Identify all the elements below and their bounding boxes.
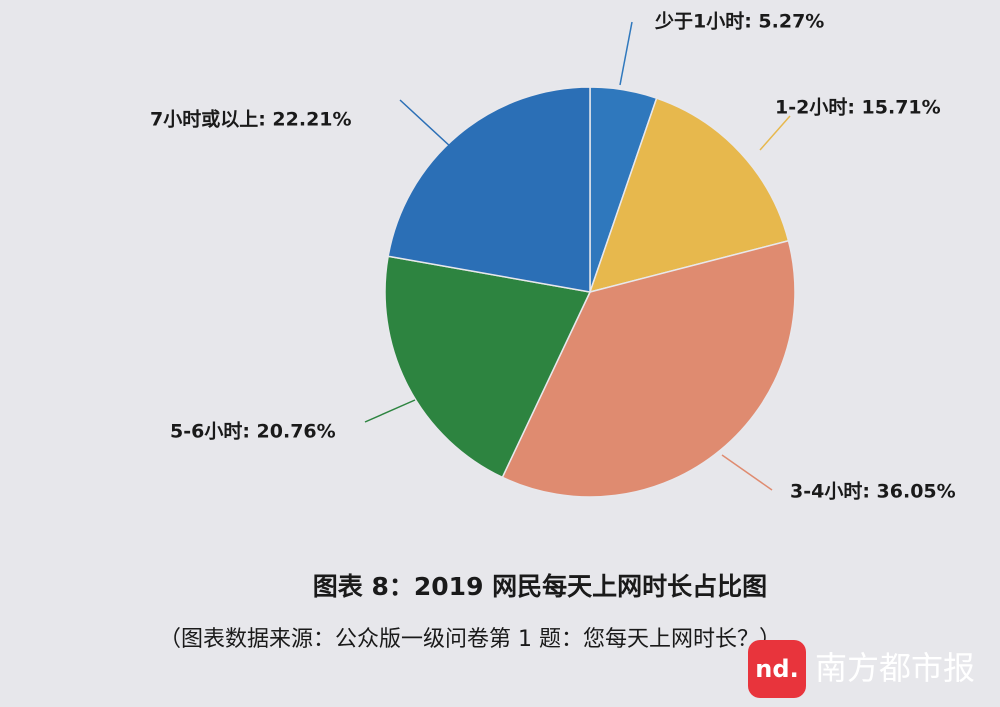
pie-slice: [384, 255, 592, 479]
chart-caption: 图表 8：2019 网民每天上网时长占比图: [313, 572, 767, 601]
chart-source: （图表数据来源：公众版一级问卷第 1 题：您每天上网时长？）: [159, 627, 781, 652]
leader-line: [619, 21, 633, 86]
watermark-logo: nd.: [755, 655, 798, 683]
slice-label: 7小时或以上: 22.21%: [150, 108, 352, 131]
slice-label: 1-2小时: 15.71%: [775, 97, 941, 119]
watermark-logo-box: [748, 640, 806, 698]
pie-slice: [588, 97, 790, 294]
pie: [384, 86, 796, 498]
pie-slice: [387, 86, 591, 293]
leader-line: [721, 454, 773, 491]
watermark-text: 南方都市报: [815, 649, 975, 687]
leader-line: [364, 399, 416, 423]
slice-label: 5-6小时: 20.76%: [170, 421, 336, 443]
slice-label: 少于1小时: 5.27%: [654, 11, 824, 33]
slice-label: 3-4小时: 36.05%: [790, 481, 956, 503]
leader-line: [759, 115, 791, 151]
leader-line: [399, 99, 453, 149]
pie-slice: [501, 239, 796, 498]
